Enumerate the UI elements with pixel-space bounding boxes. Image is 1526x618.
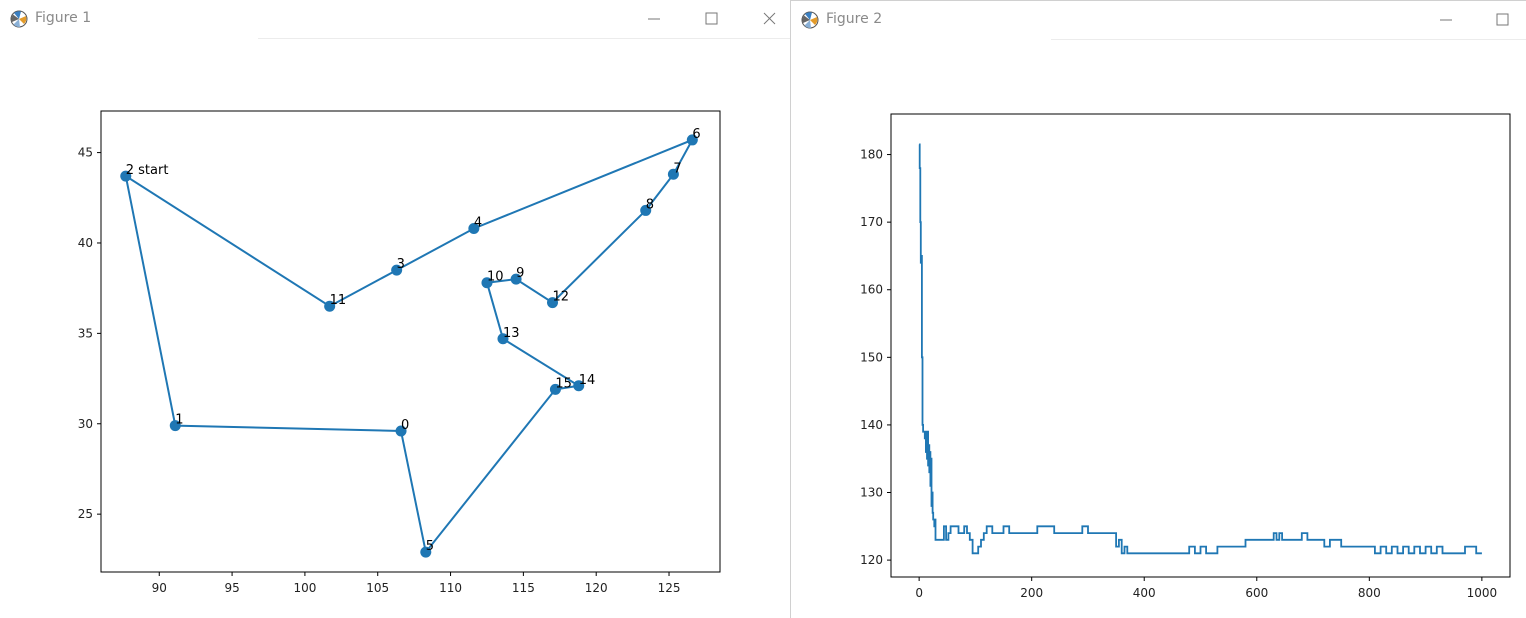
window-title: Figure 1: [35, 10, 92, 26]
city-point: [120, 170, 132, 182]
maximize-icon[interactable]: [696, 6, 726, 32]
plot-frame: [100, 110, 721, 573]
city-label: 0: [401, 418, 409, 433]
y-tick-label: 160: [860, 283, 883, 297]
route-line: [124, 137, 695, 555]
x-tick-label: 105: [366, 581, 389, 595]
city-point: [667, 168, 679, 180]
x-tick-label: 0: [915, 586, 923, 600]
city-label: 11: [330, 293, 347, 308]
city-label: 5: [426, 539, 434, 554]
x-tick-label: 120: [585, 581, 608, 595]
x-tick-label: 115: [512, 581, 535, 595]
x-tick-label: 800: [1358, 586, 1381, 600]
y-tick-label: 140: [860, 418, 883, 432]
city-label: 15: [555, 376, 572, 391]
x-tick-label: 95: [224, 581, 239, 595]
matplotlib-icon: [801, 11, 819, 29]
x-tick-label: 110: [439, 581, 462, 595]
y-tick-label: 25: [78, 507, 93, 521]
city-label: 3: [397, 257, 405, 272]
maximize-icon[interactable]: [1487, 7, 1517, 33]
city-label: 1: [175, 413, 183, 428]
x-tick-label: 600: [1245, 586, 1268, 600]
figure-1-window: Figure 1 90 95 100 105 110 115 120 125 25 30 35 40 4…: [0, 0, 790, 595]
y-tick-label: 150: [860, 350, 883, 364]
city-point: [573, 380, 585, 392]
fitness-line: [918, 143, 1482, 555]
city-point: [391, 264, 403, 276]
city-label: 7: [673, 161, 681, 176]
title-separator: [1051, 39, 1526, 40]
y-tick-label: 45: [78, 146, 93, 160]
city-label: 13: [503, 326, 520, 341]
convergence-chart: 0 200 400 600 800 1000 120 130 140 150 160 170 180: [860, 113, 1511, 600]
matplotlib-icon: [10, 10, 28, 28]
y-tick-label: 120: [860, 553, 883, 567]
city-label: 2 start: [126, 163, 169, 178]
city-label: 10: [487, 270, 504, 285]
title-bar[interactable]: Figure 1: [0, 0, 790, 38]
title-separator: [258, 38, 790, 39]
city-label: 4: [474, 216, 482, 231]
y-tick-label: 180: [860, 148, 883, 162]
window-title: Figure 2: [826, 11, 883, 27]
city-point: [481, 277, 493, 289]
city-point: [468, 223, 480, 235]
x-tick-label: 125: [658, 581, 681, 595]
y-tick-label: 170: [860, 215, 883, 229]
minimize-icon[interactable]: [1431, 7, 1461, 33]
x-tick-label: 100: [293, 581, 316, 595]
city-point: [549, 383, 561, 395]
city-point: [497, 333, 509, 345]
y-tick-label: 35: [78, 326, 93, 340]
x-tick-label: 1000: [1467, 586, 1498, 600]
plot-frame: [890, 113, 1511, 578]
city-point: [420, 546, 432, 558]
city-point: [510, 273, 522, 285]
title-bar[interactable]: Figure 2: [791, 1, 1526, 39]
city-point: [640, 204, 652, 216]
city-point: [324, 300, 336, 312]
city-point: [169, 420, 181, 432]
y-tick-label: 30: [78, 417, 93, 431]
city-label: 9: [516, 266, 524, 281]
city-label: 12: [553, 290, 570, 305]
x-tick-label: 400: [1133, 586, 1156, 600]
city-point: [395, 425, 407, 437]
minimize-icon[interactable]: [639, 6, 669, 32]
city-point: [686, 134, 698, 146]
city-point: [547, 297, 559, 309]
y-tick-label: 40: [78, 236, 93, 250]
x-tick-label: 90: [152, 581, 167, 595]
close-icon[interactable]: [754, 6, 784, 32]
city-label: 8: [646, 197, 654, 212]
city-label: 14: [579, 373, 596, 388]
y-tick-label: 130: [860, 486, 883, 500]
city-label: 6: [692, 127, 700, 142]
figure-2-window: Figure 2 0 200 400 600 800 1000 120 130 140 150 16…: [790, 0, 1526, 618]
x-tick-label: 200: [1020, 586, 1043, 600]
